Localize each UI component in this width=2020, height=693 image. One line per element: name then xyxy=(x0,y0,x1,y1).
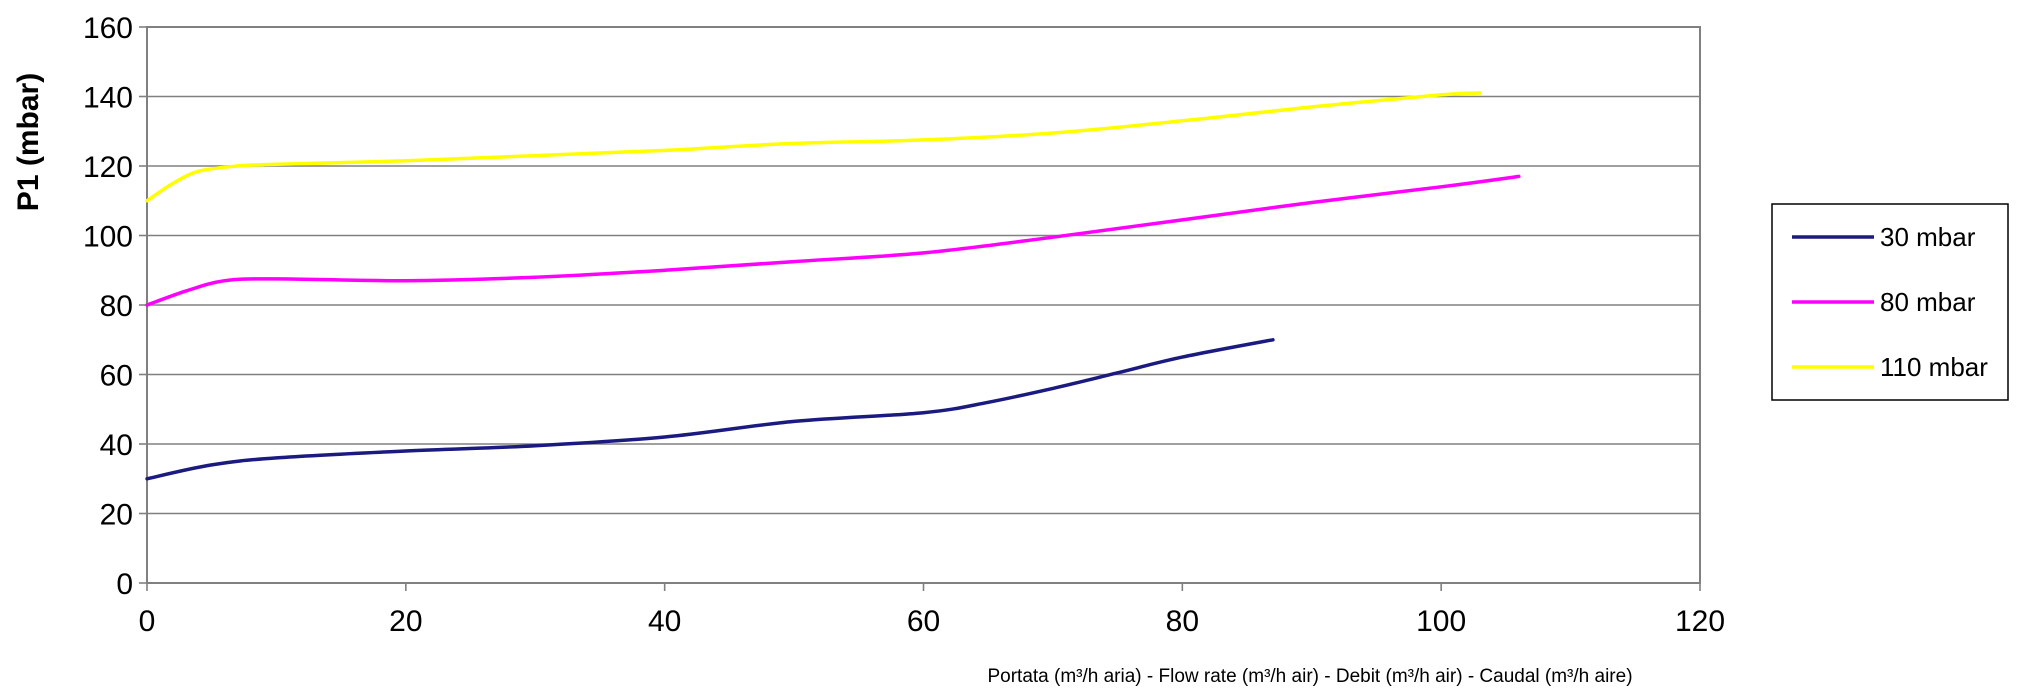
x-axis-label: Portata (m³/h aria) - Flow rate (m³/h ai… xyxy=(987,666,1632,687)
x-axis-ticks: 0 20 40 60 80 100 120 xyxy=(139,583,1725,638)
series-line-0 xyxy=(145,338,1275,481)
x-tick-label: 120 xyxy=(1675,605,1725,638)
x-tick-label: 80 xyxy=(1166,605,1199,638)
y-tick-label: 0 xyxy=(116,568,133,601)
x-tick-label: 40 xyxy=(648,605,681,638)
legend-entry-label: 30 mbar xyxy=(1880,222,1976,252)
y-axis-label: P1 (mbar) xyxy=(12,73,45,211)
y-axis-ticks: 0 20 40 60 80 100 120 140 160 xyxy=(83,12,147,601)
x-tick-label: 0 xyxy=(139,605,156,638)
y-tick-label: 100 xyxy=(83,221,133,254)
legend-entry-label: 110 mbar xyxy=(1880,352,1988,382)
y-tick-label: 120 xyxy=(83,151,133,184)
x-tick-label: 100 xyxy=(1416,605,1466,638)
y-tick-label: 160 xyxy=(83,12,133,45)
x-tick-label: 20 xyxy=(389,605,422,638)
y-tick-label: 140 xyxy=(83,82,133,115)
series-line-1 xyxy=(145,174,1521,307)
grid-lines xyxy=(147,26,1700,584)
legend: 30 mbar 80 mbar 110 mbar xyxy=(1771,203,2009,401)
y-tick-label: 20 xyxy=(100,499,133,532)
y-tick-label: 60 xyxy=(100,360,133,393)
x-tick-label: 60 xyxy=(907,605,940,638)
series-line-2 xyxy=(145,91,1482,203)
y-tick-label: 40 xyxy=(100,429,133,462)
legend-entry-label: 80 mbar xyxy=(1880,287,1976,317)
series-lines xyxy=(145,91,1521,481)
y-tick-label: 80 xyxy=(100,290,133,323)
